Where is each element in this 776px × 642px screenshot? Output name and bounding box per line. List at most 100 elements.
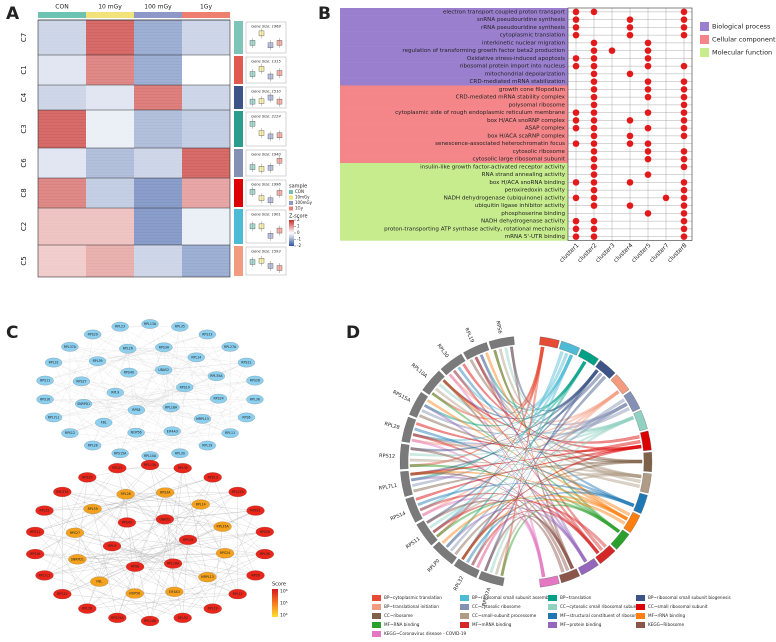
- legend-swatch: [636, 595, 645, 601]
- legend-swatch: [700, 35, 709, 44]
- node-label: RPS24: [213, 397, 223, 401]
- edge: [202, 399, 255, 420]
- edge: [44, 491, 238, 511]
- term-label: interkinetic nuclear migration: [482, 40, 566, 46]
- edge: [173, 553, 265, 564]
- dot: [680, 148, 688, 155]
- node: [228, 486, 247, 497]
- term-band: [340, 147, 568, 156]
- legend-label: Biological process: [712, 23, 771, 31]
- node-label: RPS3A: [159, 345, 170, 349]
- edge: [45, 334, 208, 381]
- heatmap-cell: [134, 110, 182, 148]
- gene-label: RPS11: [405, 536, 422, 550]
- edge: [92, 433, 231, 446]
- dot: [626, 16, 634, 23]
- term-label: ASAP complex: [525, 126, 566, 132]
- node-label: RPL23: [115, 325, 125, 329]
- column-bar: [134, 12, 182, 18]
- box: [249, 259, 256, 265]
- legend-label: CON: [295, 189, 304, 194]
- node-label: RPS4X: [122, 520, 133, 524]
- dot: [680, 124, 688, 132]
- ribbon: [432, 351, 564, 534]
- dot: [590, 194, 598, 202]
- edge: [97, 361, 137, 411]
- gene-arc: [399, 443, 410, 470]
- term-label: phosphoserine binding: [501, 211, 565, 217]
- plot-frame: [567, 7, 693, 241]
- node-label: RPS24: [220, 551, 230, 555]
- dot: [644, 78, 652, 85]
- gene-size: Gene Size: 1901: [251, 213, 281, 217]
- ribbon: [500, 346, 545, 576]
- node: [44, 412, 63, 423]
- dot: [590, 86, 598, 93]
- term-label: NADH dehydrogenase activity: [481, 219, 566, 225]
- node-label: RPS6: [242, 415, 250, 419]
- zscore-label: 0: [297, 230, 300, 235]
- heatmap-cell: [86, 148, 134, 178]
- ribbon: [474, 356, 604, 551]
- dot: [644, 93, 652, 101]
- heatmap-cell: [86, 245, 134, 277]
- gene-label: RPL19: [463, 327, 475, 344]
- edge: [97, 361, 173, 432]
- node: [221, 342, 239, 352]
- legend-swatch: [548, 595, 557, 601]
- edge: [127, 348, 231, 434]
- dot: [572, 233, 580, 240]
- dot: [626, 24, 634, 31]
- heatmap-frame: [37, 19, 231, 278]
- node: [163, 558, 183, 569]
- node: [35, 570, 54, 581]
- node-label: RPL7L1: [39, 573, 51, 577]
- node: [163, 426, 181, 437]
- legend-label: MF~rRNA binding: [648, 613, 685, 618]
- cluster-tag: [234, 149, 243, 177]
- node-label: EIF4A3: [167, 429, 178, 433]
- legend-label: CC~cytosolic small ribosomal subunit: [560, 604, 639, 609]
- edge: [149, 323, 219, 399]
- dot: [590, 70, 598, 78]
- edge: [149, 323, 185, 388]
- dot: [590, 109, 598, 116]
- node-label: RPL35A: [210, 374, 223, 378]
- gene-arc: [405, 496, 423, 523]
- term-band: [340, 194, 568, 202]
- edge: [92, 492, 166, 510]
- dot: [644, 55, 652, 62]
- edge: [120, 326, 256, 400]
- node: [61, 342, 79, 352]
- term-band: [340, 77, 568, 86]
- box: [267, 197, 274, 203]
- heatmap-cell: [86, 55, 134, 85]
- edge: [69, 433, 208, 446]
- node-label: RPL14: [191, 355, 201, 359]
- node: [141, 319, 159, 329]
- dot: [680, 31, 688, 39]
- edge: [136, 334, 208, 411]
- edge: [35, 553, 151, 622]
- cluster-label: C3: [20, 124, 28, 133]
- dot: [590, 163, 598, 171]
- edge: [125, 494, 135, 594]
- edge: [134, 504, 201, 594]
- dot: [590, 179, 598, 186]
- dot: [590, 39, 598, 47]
- legend-label: CC~cytosolic ribosome: [472, 604, 521, 609]
- edge: [125, 491, 238, 495]
- node: [127, 405, 145, 415]
- node: [198, 440, 216, 451]
- heatmap-cell: [182, 110, 230, 148]
- dot: [572, 124, 580, 132]
- heatmap-cell: [182, 20, 230, 55]
- dot: [590, 8, 598, 16]
- legend-title: Score: [272, 582, 286, 588]
- legend-swatch: [372, 613, 381, 619]
- heatmap-cell: [38, 55, 86, 85]
- term-arc: [623, 512, 641, 533]
- node-label: RPL35: [178, 466, 188, 470]
- term-band: [340, 46, 568, 55]
- edge: [53, 334, 93, 418]
